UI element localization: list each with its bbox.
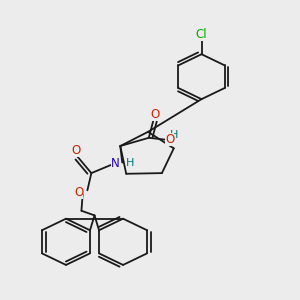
Text: Cl: Cl xyxy=(196,28,207,41)
Text: H: H xyxy=(170,130,178,140)
Text: O: O xyxy=(151,107,160,121)
Text: H: H xyxy=(126,158,134,168)
Text: O: O xyxy=(165,133,174,146)
Text: N: N xyxy=(111,157,119,170)
Text: O: O xyxy=(71,144,80,157)
Text: O: O xyxy=(74,186,83,199)
